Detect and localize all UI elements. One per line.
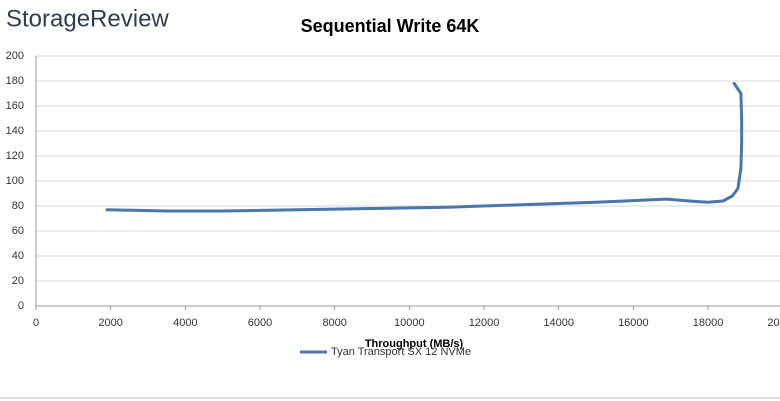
- y-tick-label: 100: [6, 175, 24, 187]
- y-tick-label: 80: [12, 200, 24, 212]
- x-tick-label: 12000: [469, 317, 500, 329]
- y-tick-label: 20: [12, 275, 24, 287]
- logo: StorageReview: [6, 5, 169, 32]
- y-tick-label: 160: [6, 100, 24, 112]
- x-tick-label: 10000: [394, 317, 425, 329]
- y-tick-label: 40: [12, 250, 24, 262]
- x-tick-label: 18000: [693, 317, 724, 329]
- x-tick-label: 6000: [248, 317, 272, 329]
- y-tick-label: 120: [6, 150, 24, 162]
- x-tick-label: 20000: [767, 317, 780, 329]
- x-tick-label: 14000: [543, 317, 574, 329]
- x-axis-label: Throughput (MB/s): [365, 338, 464, 350]
- y-tick-label: 200: [6, 50, 24, 62]
- y-tick-label: 60: [12, 225, 24, 237]
- chart-title: Sequential Write 64K: [301, 16, 480, 36]
- y-tick-label: 140: [6, 125, 24, 137]
- x-tick-label: 4000: [173, 317, 197, 329]
- x-tick-label: 16000: [618, 317, 649, 329]
- x-tick-label: 0: [33, 317, 39, 329]
- x-tick-label: 2000: [98, 317, 122, 329]
- y-tick-label: 0: [18, 300, 24, 312]
- x-tick-label: 8000: [322, 317, 346, 329]
- legend-label: Tyan Transport SX 12 NVMe: [331, 346, 471, 358]
- series-line: [105, 82, 744, 213]
- y-tick-label: 180: [6, 75, 24, 87]
